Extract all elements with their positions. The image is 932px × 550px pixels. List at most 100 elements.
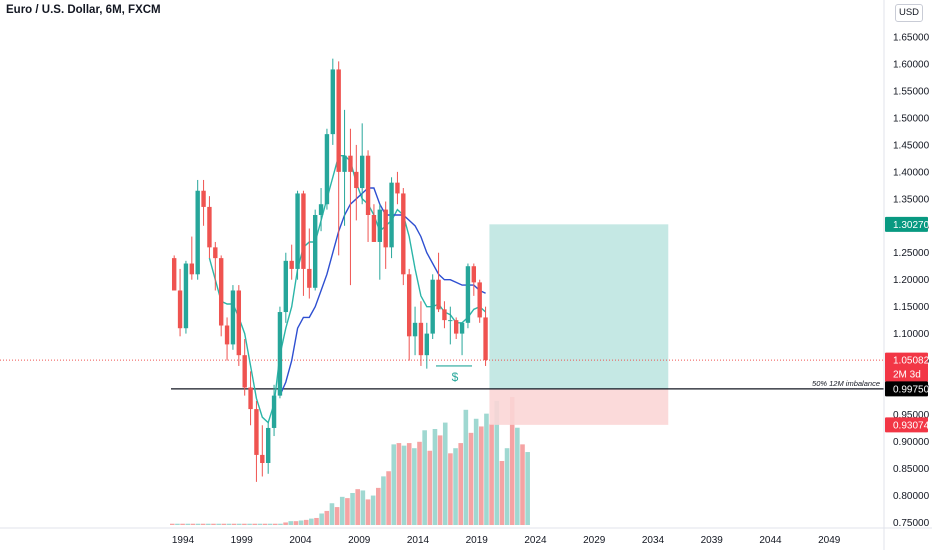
volume-bar xyxy=(298,520,304,525)
volume-bar xyxy=(247,523,252,525)
time-tick-label: 2039 xyxy=(701,535,724,546)
candle-body xyxy=(453,320,459,334)
countdown-tag-bg xyxy=(885,366,928,382)
volume-bar xyxy=(463,409,469,525)
price-tick-label: 1.20000 xyxy=(893,275,930,286)
volume-bar xyxy=(314,517,319,525)
profit-target-zone[interactable] xyxy=(489,224,669,389)
candle-body xyxy=(471,266,477,283)
current-price-tag-bg xyxy=(885,352,928,368)
volume-bar xyxy=(350,493,355,525)
volume-bar xyxy=(170,523,175,525)
candle-body xyxy=(189,263,195,275)
price-tick-label: 1.35000 xyxy=(893,194,930,205)
volume-bar xyxy=(283,522,288,525)
volume-bar xyxy=(484,413,489,525)
volume-bar xyxy=(190,523,196,525)
time-tick-label: 2004 xyxy=(289,535,312,546)
candle-body xyxy=(218,258,224,326)
volume-bar xyxy=(473,418,479,525)
volume-bar xyxy=(525,452,530,525)
candle-body xyxy=(383,209,388,248)
candle-body xyxy=(459,322,465,334)
candle-body xyxy=(430,279,435,334)
candle-body xyxy=(401,193,406,275)
candle-body xyxy=(359,155,365,189)
stop-price-tag-bg xyxy=(885,417,928,433)
volume-bar xyxy=(303,519,309,525)
candle-body xyxy=(418,322,424,356)
candle-body xyxy=(395,182,400,194)
candle-body xyxy=(442,309,447,321)
candle-body xyxy=(318,204,324,215)
moving-average-line-2 xyxy=(279,187,486,396)
dollar-annotation: $ xyxy=(452,370,459,384)
time-tick-label: 2019 xyxy=(466,535,489,546)
candle-body xyxy=(483,317,488,361)
candle-body xyxy=(448,320,453,322)
candle-body xyxy=(365,155,371,215)
volume-bar xyxy=(381,476,386,525)
price-tick-label: 1.55000 xyxy=(893,87,930,98)
price-tick-label: 1.25000 xyxy=(893,248,930,259)
candle-body xyxy=(307,268,312,288)
time-tick-label: 2049 xyxy=(818,535,841,546)
entry-price-tag: 0.99750 xyxy=(893,384,930,395)
volume-bar xyxy=(329,503,335,525)
countdown-tag: 2M 3d xyxy=(893,370,921,381)
candle-body xyxy=(195,190,200,275)
volume-bar xyxy=(216,523,221,525)
volume-bar xyxy=(406,443,412,525)
volume-bar xyxy=(242,523,247,525)
volume-bar xyxy=(504,448,510,525)
candle-body xyxy=(271,395,277,428)
volume-bar xyxy=(221,523,227,525)
volume-bar xyxy=(509,397,515,525)
candle-body xyxy=(295,193,300,269)
chart-title: Euro / U.S. Dollar, 6M, FXCM xyxy=(6,4,161,16)
candle-body xyxy=(301,193,306,269)
candle-body xyxy=(336,69,341,172)
price-tick-label: 0.85000 xyxy=(893,464,930,475)
volume-bar xyxy=(175,523,180,525)
price-tick-label: 1.50000 xyxy=(893,113,930,124)
candle-body xyxy=(213,247,218,259)
entry-price-tag-bg xyxy=(885,381,928,397)
volume-bar xyxy=(339,496,345,525)
volume-bar xyxy=(365,499,371,525)
stop-loss-zone[interactable] xyxy=(489,388,669,425)
candle-body xyxy=(436,279,441,310)
price-tick-label: 1.15000 xyxy=(893,302,930,313)
candle-body xyxy=(477,282,482,318)
time-tick-label: 2029 xyxy=(583,535,606,546)
volume-bar xyxy=(468,432,474,525)
volume-bar xyxy=(324,510,330,525)
price-tick-label: 1.65000 xyxy=(893,33,930,44)
stop-price-tag: 0.93074 xyxy=(893,420,930,431)
volume-bar xyxy=(206,523,211,525)
volume-bar xyxy=(200,523,206,525)
currency-button[interactable]: USD xyxy=(895,4,923,22)
candle-body xyxy=(224,325,230,345)
volume-bar xyxy=(515,427,520,525)
time-tick-label: 2044 xyxy=(759,535,782,546)
volume-bar xyxy=(252,523,257,525)
current-price-tag: 1.05082 xyxy=(893,356,930,367)
volume-bar xyxy=(427,450,433,525)
candle-body xyxy=(171,258,177,291)
volume-bar xyxy=(288,521,294,525)
volume-bar xyxy=(417,441,422,525)
price-tick-label: 0.90000 xyxy=(893,437,930,448)
candle-body xyxy=(177,290,183,329)
candle-body xyxy=(242,355,247,388)
volume-bar xyxy=(267,523,273,525)
volume-bar xyxy=(345,498,350,525)
volume-bar xyxy=(489,423,494,525)
candle-body xyxy=(183,263,189,329)
volume-bar xyxy=(211,523,216,525)
candle-body xyxy=(283,260,289,313)
price-tick-label: 0.80000 xyxy=(893,491,930,502)
volume-bar xyxy=(422,430,427,525)
volume-bar xyxy=(334,507,340,525)
